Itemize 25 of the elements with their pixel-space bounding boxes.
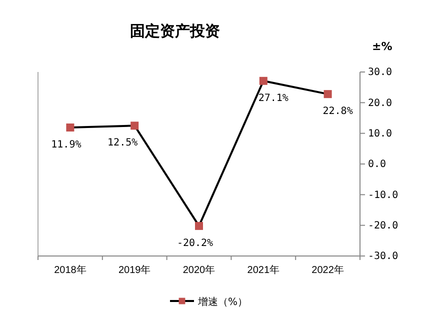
text: 11.9%: [51, 140, 82, 151]
y-axis-title: ±%: [372, 40, 392, 53]
x-tick-label: 2018年: [54, 264, 86, 276]
y2-tick-label: 10.0: [368, 128, 392, 140]
point: [66, 124, 74, 132]
point: [259, 76, 268, 85]
x-tick-label: 2021年: [247, 264, 280, 276]
y2-tick-label: 20.0: [368, 98, 392, 109]
point: [324, 90, 332, 98]
x-tick-label: 2020年: [182, 264, 216, 276]
y2-tick-label: 0.0: [368, 159, 386, 170]
y2-tick-label: -10.0: [368, 190, 398, 201]
x-tick-label: 2022年: [312, 264, 344, 276]
legend-label: 增速（%）: [197, 296, 248, 308]
y2-tick-label: -30.0: [368, 251, 398, 262]
text: -20.2%: [176, 238, 214, 249]
text: 27.1%: [258, 92, 288, 104]
point: [195, 222, 203, 230]
x-tick-label: 2019年: [118, 264, 151, 276]
text: 12.5%: [108, 138, 138, 149]
chart-title: 固定资产投资: [130, 22, 220, 40]
y2-tick-label: -20.0: [368, 220, 398, 232]
point: [130, 122, 139, 130]
text: 22.8%: [322, 106, 353, 118]
y2-tick-label: 30.0: [368, 67, 392, 78]
